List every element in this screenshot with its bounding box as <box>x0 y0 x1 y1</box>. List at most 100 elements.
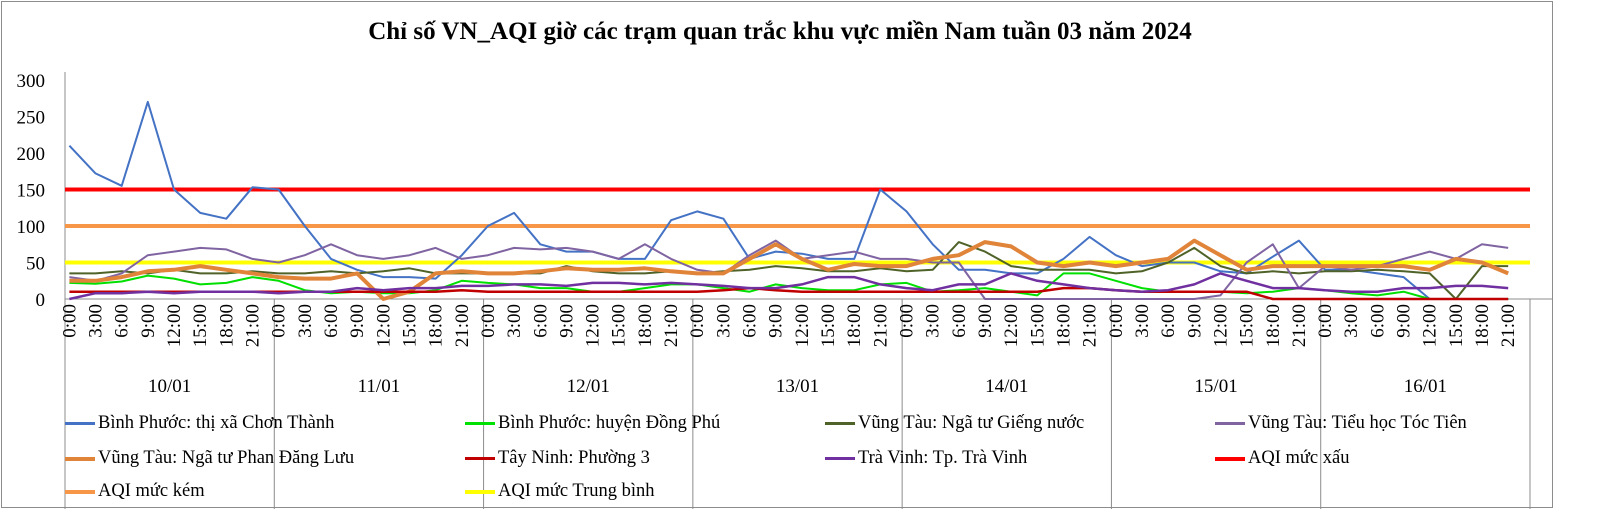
hour-tick-label: 18:00 <box>1263 304 1284 347</box>
hour-tick-label: 15:00 <box>399 304 420 347</box>
y-tick-label: 100 <box>17 217 46 238</box>
hour-tick-label: 3:00 <box>86 304 107 338</box>
legend-item: Trà Vinh: Tp. Trà Vinh <box>825 448 1027 469</box>
hour-tick-label: 21:00 <box>1498 304 1519 347</box>
hour-tick-label: 12:00 <box>1210 304 1231 347</box>
y-tick-label: 250 <box>17 108 46 129</box>
hour-tick-label: 12:00 <box>1420 304 1441 347</box>
hour-tick-label: 6:00 <box>530 304 551 338</box>
y-tick-label: 200 <box>17 144 46 165</box>
chart-frame <box>1 1 1553 508</box>
hour-tick-label: 9:00 <box>1394 304 1415 338</box>
legend-label: Trà Vinh: Tp. Trà Vinh <box>858 448 1028 468</box>
legend-swatch <box>465 457 495 460</box>
hour-tick-label: 3:00 <box>1132 304 1153 338</box>
hour-tick-label: 3:00 <box>713 304 734 338</box>
hour-tick-label: 18:00 <box>1472 304 1493 347</box>
chart-title: Chỉ số VN_AQI giờ các trạm quan trắc khu… <box>368 18 1192 45</box>
legend-item: AQI mức kém <box>65 481 205 502</box>
legend-item: AQI mức xấu <box>1215 448 1349 469</box>
hour-tick-label: 9:00 <box>975 304 996 338</box>
day-label: 14/01 <box>985 376 1028 397</box>
hour-tick-label: 15:00 <box>1237 304 1258 347</box>
hour-tick-label: 3:00 <box>295 304 316 338</box>
series-line-2 <box>69 241 1509 300</box>
hour-tick-label: 12:00 <box>373 304 394 347</box>
hour-tick-label: 9:00 <box>766 304 787 338</box>
hour-tick-label: 0:00 <box>1315 304 1336 338</box>
legend-swatch <box>1215 422 1245 425</box>
hour-tick-label: 21:00 <box>242 304 263 347</box>
hour-tick-label: 12:00 <box>583 304 604 347</box>
hour-tick-label: 9:00 <box>556 304 577 338</box>
series-line-4 <box>69 238 1509 301</box>
hour-tick-label: 18:00 <box>844 304 865 347</box>
day-label: 16/01 <box>1404 376 1447 397</box>
y-tick-label: 0 <box>36 290 46 311</box>
legend-swatch <box>1215 456 1245 461</box>
legend-swatch <box>65 456 95 461</box>
hour-tick-label: 12:00 <box>164 304 185 347</box>
hour-tick-label: 6:00 <box>949 304 970 338</box>
hour-tick-label: 0:00 <box>269 304 290 338</box>
hour-tick-label: 9:00 <box>1184 304 1205 338</box>
legend-swatch <box>825 457 855 460</box>
hour-tick-label: 6:00 <box>1158 304 1179 338</box>
hour-tick-label: 0:00 <box>687 304 708 338</box>
hour-tick-label: 0:00 <box>897 304 918 338</box>
hour-tick-label: 18:00 <box>1053 304 1074 347</box>
hour-tick-label: 6:00 <box>740 304 761 338</box>
hour-tick-label: 6:00 <box>321 304 342 338</box>
legend-swatch <box>465 422 495 425</box>
hour-tick-label: 15:00 <box>818 304 839 347</box>
legend-item: Vũng Tàu: Ngã tư Phan Đăng Lưu <box>65 448 354 469</box>
day-label: 13/01 <box>776 376 819 397</box>
legend-label: AQI mức kém <box>98 481 205 501</box>
legend-label: Vũng Tàu: Tiểu học Tóc Tiên <box>1248 413 1467 433</box>
hour-tick-label: 3:00 <box>504 304 525 338</box>
hour-tick-label: 15:00 <box>1446 304 1467 347</box>
hour-tick-label: 21:00 <box>870 304 891 347</box>
legend-item: Vũng Tàu: Ngã tư Giếng nước <box>825 413 1084 434</box>
hour-tick-label: 21:00 <box>452 304 473 347</box>
legend-swatch <box>65 489 95 494</box>
hour-tick-label: 9:00 <box>347 304 368 338</box>
day-label: 10/01 <box>148 376 191 397</box>
day-label: 12/01 <box>567 376 610 397</box>
hour-tick-label: 21:00 <box>1289 304 1310 347</box>
series-line-0 <box>68 100 1509 300</box>
hour-tick-label: 21:00 <box>1080 304 1101 347</box>
day-label: 15/01 <box>1194 376 1237 397</box>
hour-tick-label: 0:00 <box>478 304 499 338</box>
y-tick-label: 300 <box>17 71 46 92</box>
legend-label: Tây Ninh: Phường 3 <box>498 448 650 468</box>
legend-label: AQI mức xấu <box>1248 448 1350 468</box>
legend-swatch <box>65 422 95 425</box>
hour-tick-label: 12:00 <box>1001 304 1022 347</box>
hour-tick-label: 18:00 <box>216 304 237 347</box>
legend-label: Bình Phước: huyện Đồng Phú <box>498 413 721 433</box>
hour-tick-label: 18:00 <box>635 304 656 347</box>
hour-tick-label: 9:00 <box>138 304 159 338</box>
hour-tick-label: 6:00 <box>1367 304 1388 338</box>
hour-tick-label: 15:00 <box>1027 304 1048 347</box>
legend-item: Vũng Tàu: Tiểu học Tóc Tiên <box>1215 413 1467 434</box>
legend-item: Bình Phước: huyện Đồng Phú <box>465 413 720 434</box>
legend-item: Tây Ninh: Phường 3 <box>465 448 650 469</box>
day-label: 11/01 <box>358 376 401 397</box>
hour-tick-label: 0:00 <box>1106 304 1127 338</box>
y-tick-label: 150 <box>17 181 46 202</box>
y-tick-label: 50 <box>26 254 45 275</box>
hour-tick-label: 18:00 <box>426 304 447 347</box>
legend-label: Bình Phước: thị xã Chơn Thành <box>98 413 335 433</box>
legend-item: AQI mức Trung bình <box>465 481 655 502</box>
legend-label: AQI mức Trung bình <box>498 481 655 501</box>
hour-tick-label: 21:00 <box>661 304 682 347</box>
legend-label: Vũng Tàu: Ngã tư Giếng nước <box>858 413 1085 433</box>
hour-tick-label: 15:00 <box>609 304 630 347</box>
hour-tick-label: 15:00 <box>190 304 211 347</box>
hour-tick-label: 6:00 <box>112 304 133 338</box>
legend-label: Vũng Tàu: Ngã tư Phan Đăng Lưu <box>98 448 355 468</box>
hour-tick-label: 12:00 <box>792 304 813 347</box>
